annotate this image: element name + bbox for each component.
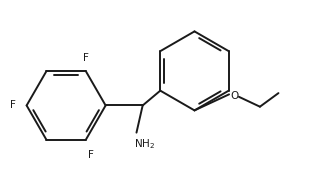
Text: F: F — [83, 53, 89, 63]
Text: F: F — [10, 100, 16, 110]
Text: O: O — [230, 91, 238, 101]
Text: NH$_2$: NH$_2$ — [134, 138, 155, 151]
Text: F: F — [88, 149, 94, 159]
